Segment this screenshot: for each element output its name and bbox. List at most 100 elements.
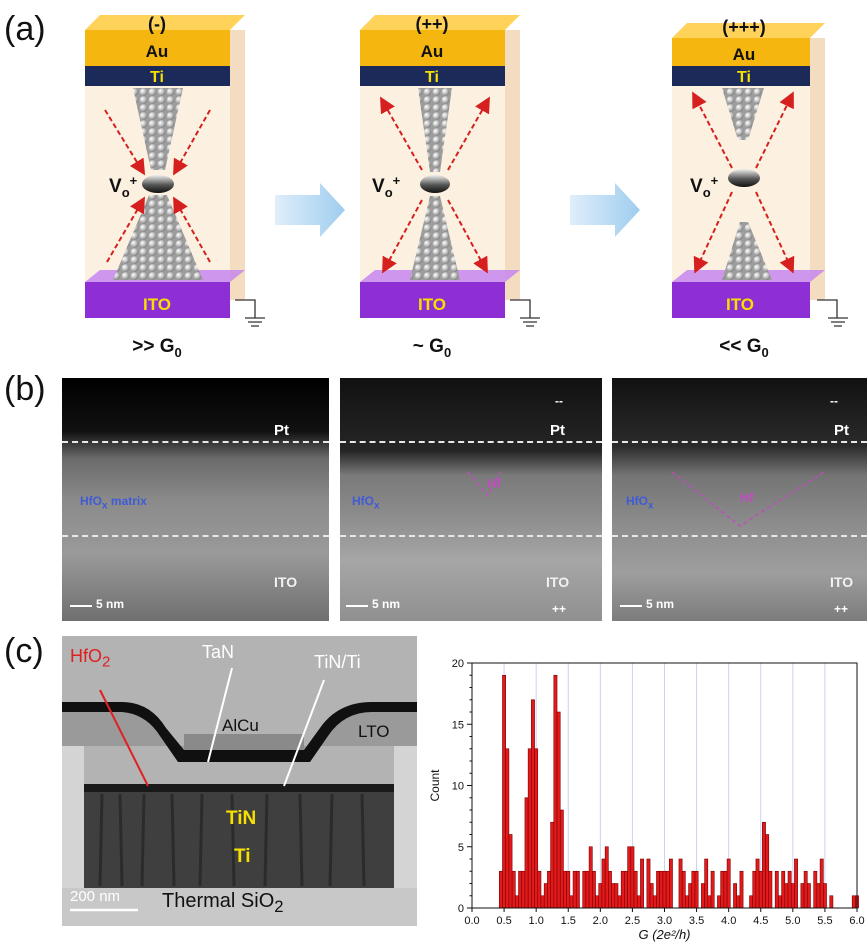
charge-label: (+++) xyxy=(722,17,766,37)
histogram-bar xyxy=(685,895,689,909)
histogram-bar xyxy=(608,870,612,909)
histogram-bar xyxy=(813,870,818,909)
histogram-bar xyxy=(556,711,561,909)
ito-label: ITO xyxy=(274,574,298,590)
y-tick-label: 0 xyxy=(458,903,464,915)
histogram-bar xyxy=(537,870,542,909)
pt-label: Pt xyxy=(550,422,565,439)
tan-label: TaN xyxy=(202,642,235,662)
histogram-bar xyxy=(559,809,564,909)
histogram-bar xyxy=(505,748,510,909)
x-tick-label: 2.5 xyxy=(625,915,640,927)
scale-label: 5 nm xyxy=(96,597,125,611)
y-tick-label: 5 xyxy=(458,842,464,854)
histogram-bar xyxy=(601,858,606,909)
histogram-bar xyxy=(563,870,567,909)
histogram-bar xyxy=(604,846,609,909)
histogram-bar xyxy=(511,870,516,909)
histogram-bar xyxy=(739,870,744,909)
histogram-bar xyxy=(627,846,632,909)
histogram-bar xyxy=(524,797,529,909)
x-tick-label: 1.5 xyxy=(561,915,576,927)
histogram-bar xyxy=(765,834,770,909)
tin-label: TiN xyxy=(226,808,257,829)
histogram-bar xyxy=(518,870,523,909)
device-1: (-) Au Ti Vo+ ITO >> G0 xyxy=(85,14,265,360)
ti-layer xyxy=(360,66,505,86)
histogram-bar xyxy=(652,895,657,909)
top-mark: -- xyxy=(830,394,838,408)
hfox-label: HfOx xyxy=(626,494,654,512)
histogram-bar xyxy=(707,895,712,909)
histogram-bar xyxy=(717,895,721,909)
top-mark: -- xyxy=(555,394,563,408)
histogram-bar xyxy=(803,870,808,909)
histogram-bar xyxy=(774,870,779,909)
conductance-caption: << G0 xyxy=(719,336,768,360)
histogram-bar xyxy=(726,858,731,909)
y-tick-label: 10 xyxy=(452,781,464,793)
charge-label: (++) xyxy=(415,14,448,34)
ito-label: ITO xyxy=(418,295,446,314)
hfo2-label: HfO2 xyxy=(70,646,111,671)
histogram-bar xyxy=(819,858,824,909)
histogram-bar xyxy=(572,870,577,909)
histogram-bar xyxy=(749,895,754,909)
histogram-bar xyxy=(662,870,667,909)
x-tick-label: 4.5 xyxy=(753,915,768,927)
histogram-bar xyxy=(569,895,574,909)
histogram-bar xyxy=(790,883,795,909)
panel-a-label: (a) xyxy=(4,10,46,48)
histogram-bar xyxy=(595,895,600,909)
x-tick-label: 1.0 xyxy=(529,915,544,927)
scale-bar xyxy=(620,605,642,607)
ti-label: Ti xyxy=(425,69,439,86)
histogram-bar xyxy=(566,870,571,909)
histogram-bar xyxy=(704,858,709,909)
ground-icon xyxy=(235,299,265,327)
ti-layer xyxy=(85,66,230,86)
histogram-bar xyxy=(502,674,506,909)
transition-arrow-1 xyxy=(275,183,345,237)
x-axis-label: G (2e²/h) xyxy=(638,927,690,942)
lto-label: LTO xyxy=(358,722,390,741)
histogram-bar xyxy=(691,870,696,909)
histogram-bar xyxy=(816,883,821,909)
pt-label: Pt xyxy=(274,422,289,439)
histogram-bar xyxy=(527,748,532,909)
hfox-label: HfOx matrix xyxy=(80,494,147,512)
histogram-bar xyxy=(553,674,558,909)
au-layer xyxy=(672,38,810,66)
histogram-bar xyxy=(823,883,827,909)
histogram-bar xyxy=(758,870,763,909)
ground-icon xyxy=(817,299,848,327)
histogram-bar xyxy=(636,895,641,909)
histogram-bar xyxy=(752,870,757,909)
histogram-bar xyxy=(547,870,551,909)
histogram-bar xyxy=(768,870,773,909)
histogram-bar xyxy=(656,870,660,909)
pt-label: Pt xyxy=(834,422,849,439)
histogram-bar xyxy=(681,870,686,909)
ground-icon xyxy=(510,299,540,327)
histogram-bar xyxy=(794,858,798,909)
histogram-bar xyxy=(624,870,628,909)
histogram-bar xyxy=(806,883,811,909)
ito-label: ITO xyxy=(726,295,754,314)
histogram-bar xyxy=(784,883,789,909)
y-tick-label: 15 xyxy=(452,719,464,731)
vacancy-ellipse xyxy=(142,175,174,193)
x-tick-label: 5.5 xyxy=(817,915,832,927)
histogram-bar xyxy=(678,858,683,909)
histogram-bar xyxy=(694,870,699,909)
histogram-bar xyxy=(540,895,545,909)
x-tick-label: 3.0 xyxy=(657,915,672,927)
histogram-bar xyxy=(688,883,693,909)
histogram-bar xyxy=(646,858,651,909)
filament-bottom xyxy=(722,222,772,280)
panel-a-figure: (-) Au Ti Vo+ ITO >> G0 (++) Au Ti Vo+ I… xyxy=(85,14,848,360)
au-layer xyxy=(85,30,230,66)
bottom-mark: ++ xyxy=(834,602,849,616)
charge-label: (-) xyxy=(148,14,166,34)
ito-layer xyxy=(672,282,810,318)
